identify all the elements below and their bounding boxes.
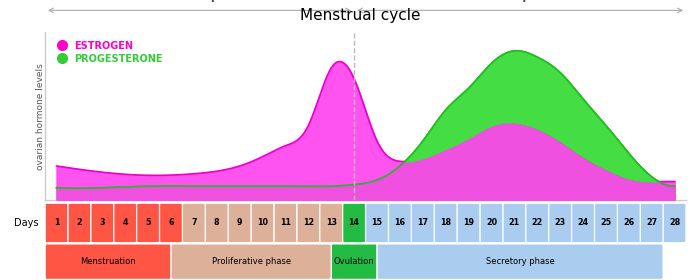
FancyBboxPatch shape (412, 203, 434, 242)
FancyBboxPatch shape (320, 203, 342, 242)
FancyBboxPatch shape (435, 203, 457, 242)
Y-axis label: ovarian hormone levels: ovarian hormone levels (36, 63, 45, 170)
Text: 11: 11 (280, 218, 291, 227)
Text: Menstruation: Menstruation (80, 257, 136, 266)
Text: 13: 13 (326, 218, 337, 227)
FancyBboxPatch shape (252, 203, 274, 242)
Text: 20: 20 (486, 218, 497, 227)
Text: Follicular phase: Follicular phase (153, 0, 246, 2)
Text: 21: 21 (509, 218, 520, 227)
Text: 22: 22 (532, 218, 543, 227)
Text: 9: 9 (237, 218, 243, 227)
Text: 18: 18 (440, 218, 451, 227)
Text: 15: 15 (371, 218, 383, 227)
Text: 17: 17 (417, 218, 428, 227)
Text: 6: 6 (168, 218, 174, 227)
FancyBboxPatch shape (91, 203, 114, 242)
Text: 7: 7 (191, 218, 197, 227)
Text: 1: 1 (54, 218, 59, 227)
Text: 23: 23 (554, 218, 565, 227)
FancyBboxPatch shape (663, 203, 686, 242)
FancyBboxPatch shape (206, 203, 228, 242)
FancyBboxPatch shape (137, 203, 159, 242)
FancyBboxPatch shape (526, 203, 548, 242)
Text: 14: 14 (349, 218, 360, 227)
Text: 28: 28 (669, 218, 681, 227)
FancyBboxPatch shape (297, 203, 319, 242)
Legend: ESTROGEN, PROGESTERONE: ESTROGEN, PROGESTERONE (56, 39, 164, 66)
FancyBboxPatch shape (377, 244, 663, 279)
FancyBboxPatch shape (274, 203, 297, 242)
Text: 3: 3 (100, 218, 105, 227)
Text: Secretory phase: Secretory phase (486, 257, 554, 266)
Text: Luteal phase: Luteal phase (482, 0, 558, 2)
FancyBboxPatch shape (183, 203, 205, 242)
Text: 24: 24 (577, 218, 588, 227)
Text: Proliferative phase: Proliferative phase (211, 257, 290, 266)
FancyBboxPatch shape (366, 203, 388, 242)
Text: 16: 16 (394, 218, 405, 227)
Text: 27: 27 (646, 218, 657, 227)
FancyBboxPatch shape (572, 203, 595, 242)
Text: 4: 4 (123, 218, 128, 227)
FancyBboxPatch shape (549, 203, 571, 242)
Text: Ovulation: Ovulation (334, 257, 374, 266)
Text: 26: 26 (623, 218, 634, 227)
FancyBboxPatch shape (595, 203, 617, 242)
FancyBboxPatch shape (160, 203, 182, 242)
FancyBboxPatch shape (343, 203, 365, 242)
FancyBboxPatch shape (68, 203, 91, 242)
Text: 2: 2 (76, 218, 82, 227)
FancyBboxPatch shape (503, 203, 525, 242)
Text: 10: 10 (257, 218, 268, 227)
Text: 8: 8 (214, 218, 220, 227)
Text: 5: 5 (146, 218, 151, 227)
FancyBboxPatch shape (229, 203, 251, 242)
FancyBboxPatch shape (114, 203, 137, 242)
FancyBboxPatch shape (480, 203, 502, 242)
Text: Menstrual cycle: Menstrual cycle (300, 8, 421, 24)
FancyBboxPatch shape (45, 244, 170, 279)
FancyBboxPatch shape (171, 244, 331, 279)
Text: 25: 25 (600, 218, 611, 227)
FancyBboxPatch shape (45, 203, 68, 242)
Text: 19: 19 (463, 218, 474, 227)
FancyBboxPatch shape (389, 203, 411, 242)
FancyBboxPatch shape (617, 203, 640, 242)
FancyBboxPatch shape (640, 203, 663, 242)
Text: Days: Days (14, 218, 38, 228)
Text: 12: 12 (303, 218, 314, 227)
FancyBboxPatch shape (457, 203, 480, 242)
FancyBboxPatch shape (331, 244, 377, 279)
